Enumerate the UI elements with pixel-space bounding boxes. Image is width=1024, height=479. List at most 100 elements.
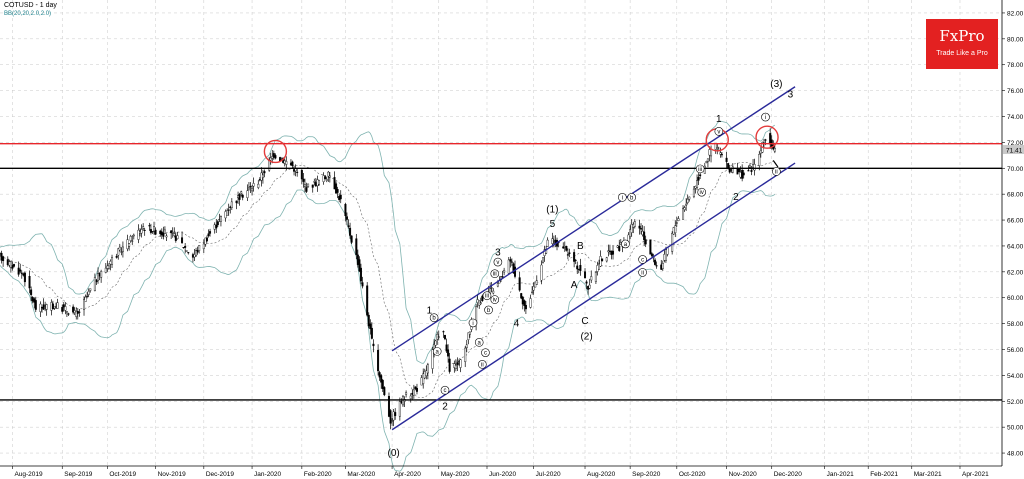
wave-label-ring [478,360,487,369]
candle-body [294,168,297,172]
candle-body [9,261,12,268]
wave-label-ring [490,269,500,279]
price-tick-label: 78.00 [1007,62,1024,69]
wave-label-ring [761,112,770,122]
candle-body [644,239,647,245]
candle-body [129,236,132,241]
candle-body [705,161,708,163]
candle-body [576,265,579,270]
candle-body [764,139,767,141]
candle-body [327,171,330,177]
candle-body [629,229,632,237]
candle-body [716,147,719,149]
time-tick-label: Jul-2020 [536,471,561,478]
candle-body [507,259,510,274]
middle-band [0,159,775,398]
candle-body [30,289,33,295]
time-tick-label: Jun-2020 [489,471,516,478]
candle-body [383,387,386,396]
candle-body [633,221,636,227]
candle-body [149,229,152,233]
time-tick-label: Apr-2020 [394,471,421,478]
candle-body [137,229,140,240]
wave-label: iii [698,167,702,173]
chart-title: COTUSD - 1 day [4,2,57,9]
candle-body [398,401,401,417]
candle-body [131,240,134,242]
candle-body [185,250,188,252]
candle-body [367,314,370,327]
candle-body [546,239,549,247]
brand-name: FxPro [939,27,985,45]
candle-body [170,230,173,234]
candle-body [173,233,176,236]
candle-body [53,305,56,309]
candle-body [640,228,643,230]
candle-body [405,392,408,395]
candle-body [618,245,621,251]
candle-body [72,306,75,313]
wave-label: 5 [550,219,556,230]
candle-body [151,231,154,233]
candle-body [247,187,250,190]
candle-body [655,265,658,267]
candle-body [89,288,92,291]
candle-body [685,203,688,206]
candle-body [128,243,131,247]
time-tick-label: Apr-2021 [962,471,989,478]
candle-body [747,170,750,172]
candle-body [447,349,450,357]
candle-body [78,311,81,313]
wave-label: v [496,260,499,266]
candle-body [83,299,86,310]
candle-body [86,295,89,297]
wave-label: ii [641,270,644,276]
wave-label-ring [618,193,627,202]
price-tick-label: 62.00 [1007,269,1024,276]
candle-body [568,252,571,254]
trend-channel [391,86,796,431]
candle-body [336,189,339,193]
candle-body [448,358,451,372]
wave-label: 3 [495,247,501,258]
price-tick-label: 70.00 [1007,166,1024,173]
wave-label: (0) [388,448,400,459]
indicator-label: BB(20,20,2.0,2.0) [4,11,52,17]
candle-body [42,304,45,310]
candle-body [56,302,59,309]
candle-body [437,336,440,338]
candle-body [335,183,338,194]
candle-body [378,372,381,378]
candle-body [196,250,199,253]
wave-label: a [624,242,628,248]
candle-body [509,259,512,262]
candle-body [573,252,576,262]
candle-body [153,226,156,232]
candle-body [443,334,446,340]
candle-body [650,253,653,257]
candle-body [162,232,165,237]
candle-body [370,327,373,339]
wave-label: 2 [733,192,739,203]
candle-body [605,257,608,262]
candle-body [28,276,31,289]
candle-body [566,254,569,256]
candle-body [682,208,685,220]
candle-body [584,271,587,279]
candle-body [456,362,459,365]
candle-body [677,218,680,221]
candle-body [358,259,361,272]
time-tick-label: Jan-2020 [254,471,281,478]
candle-body [198,245,201,251]
candle-body [117,248,120,256]
price-tick-label: 48.00 [1007,451,1024,458]
candle-body [311,184,314,188]
time-tick-label: Sep-2020 [632,471,661,478]
candle-body [529,298,532,308]
candle-body [389,410,392,424]
candle-body [579,264,582,271]
candle-body [696,180,699,188]
candle-body [359,267,362,282]
